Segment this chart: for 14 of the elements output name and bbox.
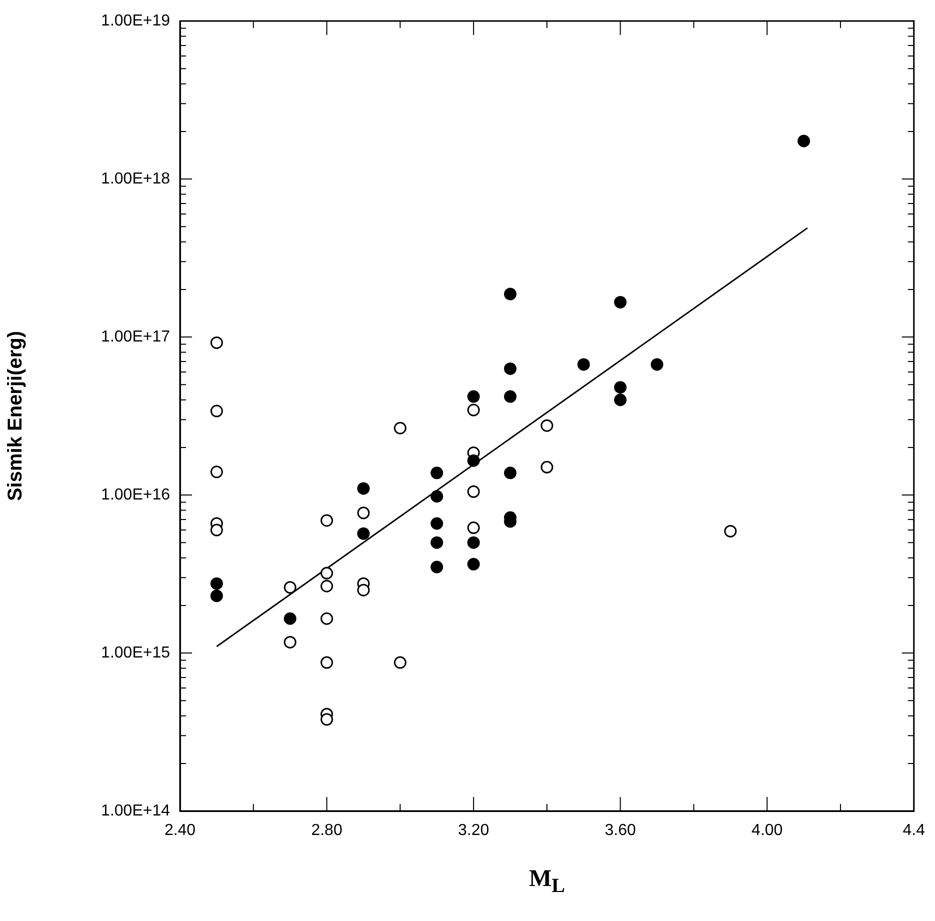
y-axis-title: Sismik Enerji(erg) <box>4 330 27 502</box>
y-tick-label: 1.00E+16 <box>101 486 170 504</box>
x-tick-label: 3.20 <box>458 822 490 840</box>
x-axis-title: M$_{L}$ <box>528 866 565 898</box>
y-tick-label: 1.00E+15 <box>101 644 170 662</box>
y-tick-label: 1.00E+14 <box>101 802 170 820</box>
x-tick-label: 2.80 <box>311 822 342 840</box>
x-tick-label: 4.4 <box>902 822 926 840</box>
x-tick-label: 4.00 <box>752 822 783 840</box>
x-tick-label: 2.40 <box>164 822 196 840</box>
y-tick-label: 1.00E+17 <box>101 328 170 346</box>
x-tick-label: 3.60 <box>604 822 636 840</box>
y-tick-label: 1.00E+19 <box>101 12 170 30</box>
y-tick-label: 1.00E+18 <box>101 170 170 188</box>
